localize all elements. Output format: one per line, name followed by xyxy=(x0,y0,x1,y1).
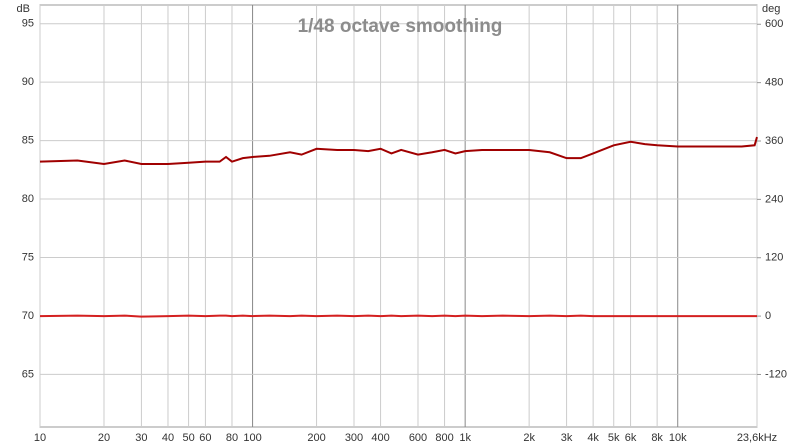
y2-tick-label: 480 xyxy=(765,77,783,89)
x-tick-label: 60 xyxy=(199,432,211,444)
x-tick-label: 100 xyxy=(243,432,261,444)
y-axis-label: dB xyxy=(17,3,30,15)
plot-frame xyxy=(39,4,758,428)
x-tick-label: 80 xyxy=(226,432,238,444)
y-tick-label: 70 xyxy=(22,310,34,322)
y-tick-label: 85 xyxy=(22,135,34,147)
chart-title: 1/48 octave smoothing xyxy=(298,16,503,37)
y-tick-label: 65 xyxy=(22,368,34,380)
x-tick-label: 8k xyxy=(651,432,663,444)
y2-tick-label: -120 xyxy=(765,368,787,380)
x-tick-label: 10k xyxy=(669,432,687,444)
y2-tick-label: 600 xyxy=(765,18,783,30)
x-tick-label: 300 xyxy=(345,432,363,444)
y-tick-label: 80 xyxy=(22,193,34,205)
x-tick-label: 2k xyxy=(523,432,535,444)
y2-tick-label: 360 xyxy=(765,135,783,147)
x-tick-label: 1k xyxy=(459,432,471,444)
y2-axis-label: deg xyxy=(762,3,780,15)
x-tick-label: 600 xyxy=(409,432,427,444)
x-tick-label: 4k xyxy=(587,432,599,444)
y2-tick-label: 120 xyxy=(765,252,783,264)
x-tick-label: 5k xyxy=(608,432,620,444)
x-tick-label: 800 xyxy=(435,432,453,444)
x-tick-label: 30 xyxy=(135,432,147,444)
x-tick-label: 10 xyxy=(34,432,46,444)
x-tick-label: 40 xyxy=(162,432,174,444)
series-line xyxy=(39,314,757,318)
x-tick-label: 400 xyxy=(371,432,389,444)
x-tick-label: 6k xyxy=(625,432,637,444)
x-tick-label: 20 xyxy=(98,432,110,444)
y-tick-label: 90 xyxy=(22,76,34,88)
x-tick-label: 3k xyxy=(561,432,573,444)
series-line xyxy=(39,136,758,165)
y-tick-label: 95 xyxy=(22,18,34,30)
y2-tick-label: 0 xyxy=(765,310,771,322)
y-tick-label: 75 xyxy=(22,251,34,263)
y2-tick-label: 240 xyxy=(765,193,783,205)
x-tick-label: 200 xyxy=(307,432,325,444)
x-tick-label: 23,6kHz xyxy=(737,432,777,444)
x-tick-label: 50 xyxy=(182,432,194,444)
